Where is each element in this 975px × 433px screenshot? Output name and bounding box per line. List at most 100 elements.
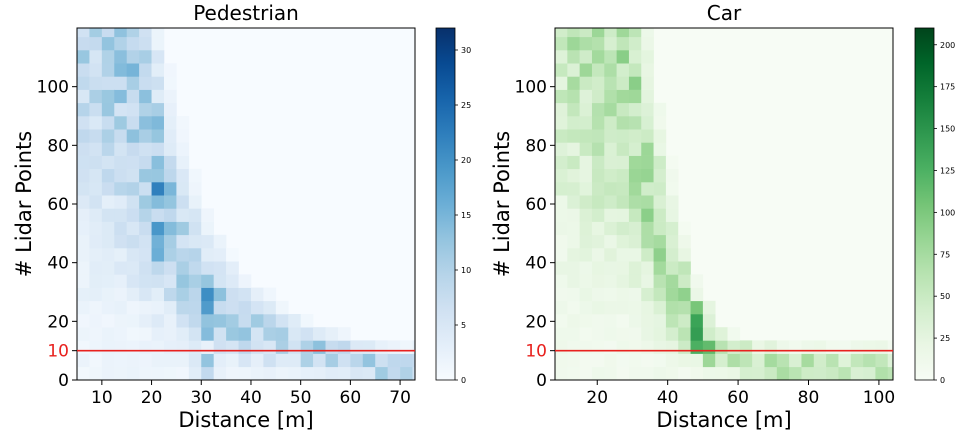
colorbar-tick-label: 30 (461, 46, 471, 55)
heatmap-cell (126, 50, 140, 64)
heatmap-cell (678, 340, 691, 354)
heatmap-cell (188, 340, 202, 354)
heatmap-cell (604, 76, 617, 90)
heatmap-cell (126, 195, 140, 209)
y-tick-label: 0 (536, 371, 547, 391)
heatmap-cell (77, 36, 90, 51)
heatmap-cell (555, 353, 568, 368)
heatmap-cell (591, 300, 605, 315)
heatmap-cell (151, 155, 165, 170)
heatmap-cell (238, 314, 252, 328)
heatmap-cell (555, 129, 568, 143)
heatmap-cell (591, 50, 605, 64)
heatmap-cell (101, 36, 115, 51)
heatmap-cell (114, 63, 128, 77)
heatmap-cell (653, 274, 667, 288)
heatmap-cell (89, 155, 103, 170)
heatmap-cell (789, 340, 802, 354)
heatmap-cell (690, 314, 704, 328)
heatmap-cell (77, 234, 90, 249)
heatmap-cell (325, 353, 339, 368)
heatmap-cell (604, 50, 617, 64)
heatmap-cell (114, 116, 128, 130)
heatmap-cell (126, 208, 140, 222)
x-tick-label: 100 (863, 388, 895, 408)
heatmap-cell (139, 182, 152, 196)
heatmap-cell (101, 76, 115, 90)
heatmap-cell (114, 50, 128, 64)
heatmap-cell (641, 168, 654, 183)
heatmap-cell (325, 366, 339, 381)
heatmap-cell (163, 300, 177, 315)
heatmap-cell (739, 353, 753, 368)
heatmap-cell (628, 50, 642, 64)
heatmap-cell (77, 195, 90, 209)
heatmap-cell (77, 129, 90, 143)
heatmap-cell (114, 234, 128, 249)
heatmap-cell (151, 182, 165, 196)
heatmap-cell (176, 248, 190, 262)
heatmap-cell (579, 102, 593, 117)
heatmap-cell (567, 287, 580, 302)
heatmap-cell (213, 366, 227, 381)
heatmap-cell (213, 314, 227, 328)
heatmap-cell (628, 102, 642, 117)
colorbar-tick-label: 175 (940, 83, 955, 92)
heatmap-cell (176, 221, 190, 236)
colorbar-tick-label: 20 (461, 156, 471, 165)
heatmap-cell (616, 353, 630, 368)
heatmap-cell (275, 366, 289, 381)
x-tick-label: 40 (240, 388, 262, 408)
heatmap-cell (226, 261, 239, 275)
heatmap-cell (702, 340, 716, 354)
heatmap-cell (591, 221, 605, 236)
heatmap-cell (275, 340, 289, 354)
heatmap-cell (151, 366, 165, 381)
heatmap-cell (288, 340, 301, 354)
heatmap-cell (850, 353, 864, 368)
heatmap-cell (101, 261, 115, 275)
heatmap-cell (616, 116, 630, 130)
heatmap-cell (163, 366, 177, 381)
heatmap-cell (678, 248, 691, 262)
heatmap-cell (114, 89, 128, 104)
heatmap-cell (201, 340, 214, 354)
heatmap-cell (77, 63, 90, 77)
heatmap-cell (591, 366, 605, 381)
heatmap-cell (238, 327, 252, 341)
heatmap-cell (163, 274, 177, 288)
heatmap-cell (114, 248, 128, 262)
heatmap-cell (850, 340, 864, 354)
y-tick-label: 40 (525, 254, 547, 274)
heatmap-cell (555, 327, 568, 341)
heatmap-cell (89, 261, 103, 275)
heatmap-cell (313, 366, 326, 381)
heatmap-cell (188, 234, 202, 249)
heatmap-cell (337, 327, 351, 341)
heatmap-cell (567, 36, 580, 51)
heatmap-cell (616, 234, 630, 249)
heatmap-cell (616, 274, 630, 288)
heatmap-cell (139, 102, 152, 117)
heatmap-cell (641, 287, 654, 302)
heatmap-cell (641, 129, 654, 143)
heatmap-cell (77, 182, 90, 196)
heatmap-cell (176, 340, 190, 354)
heatmap-cell (139, 221, 152, 236)
heatmap-cell (579, 314, 593, 328)
heatmap-cell (555, 287, 568, 302)
heatmap-cell (665, 287, 679, 302)
heatmap-cell (263, 353, 277, 368)
heatmap-cell (188, 314, 202, 328)
heatmap-cell (604, 168, 617, 183)
heatmap-cell (400, 353, 413, 368)
heatmap-cell (628, 116, 642, 130)
heatmap-cell (591, 89, 605, 104)
heatmap-cell (616, 50, 630, 64)
heatmap-cell (555, 300, 568, 315)
heatmap-cell (616, 129, 630, 143)
heatmap-cell (250, 300, 264, 315)
heatmap-cell (139, 340, 152, 354)
heatmap-cell (151, 116, 165, 130)
heatmap-cell (813, 366, 827, 381)
